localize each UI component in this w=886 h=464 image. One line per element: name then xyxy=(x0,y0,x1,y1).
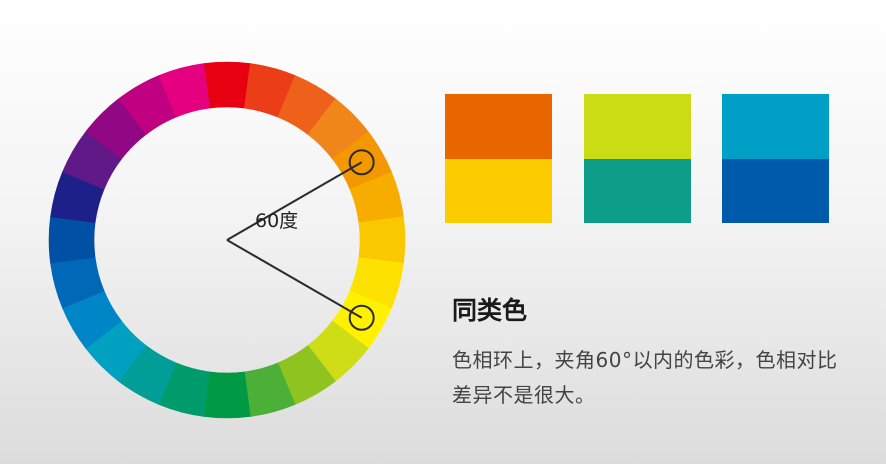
swatch-top xyxy=(584,94,691,159)
swatch-bottom xyxy=(584,158,691,223)
wheel-segment xyxy=(203,61,251,109)
section-title: 同类色 xyxy=(452,296,528,325)
wheel-segment xyxy=(48,216,96,264)
wheel-segment xyxy=(203,371,251,419)
color-wheel-segments xyxy=(48,61,406,419)
wheel-segment xyxy=(358,216,406,264)
swatch-top xyxy=(445,94,552,159)
swatch-bottom xyxy=(445,158,552,223)
swatch-pair-cyan-blue xyxy=(722,94,829,223)
wheel-segment xyxy=(158,63,210,118)
swatch-top xyxy=(722,94,829,159)
angle-label: 60度 xyxy=(255,210,299,232)
swatch-pair-lime-teal xyxy=(584,94,691,223)
color-wheel xyxy=(48,61,406,419)
angle-lines xyxy=(226,149,375,331)
angle-marker-circle xyxy=(348,149,375,176)
angle-line xyxy=(226,239,363,319)
angle-marker-circle xyxy=(348,304,375,331)
swatch-bottom xyxy=(722,158,829,223)
description-text: 色相环上，夹角60°以内的色彩，色相对比差异不是很大。 xyxy=(452,348,838,407)
swatch-pair-orange-yellow xyxy=(445,94,552,223)
angle-line xyxy=(226,161,363,241)
